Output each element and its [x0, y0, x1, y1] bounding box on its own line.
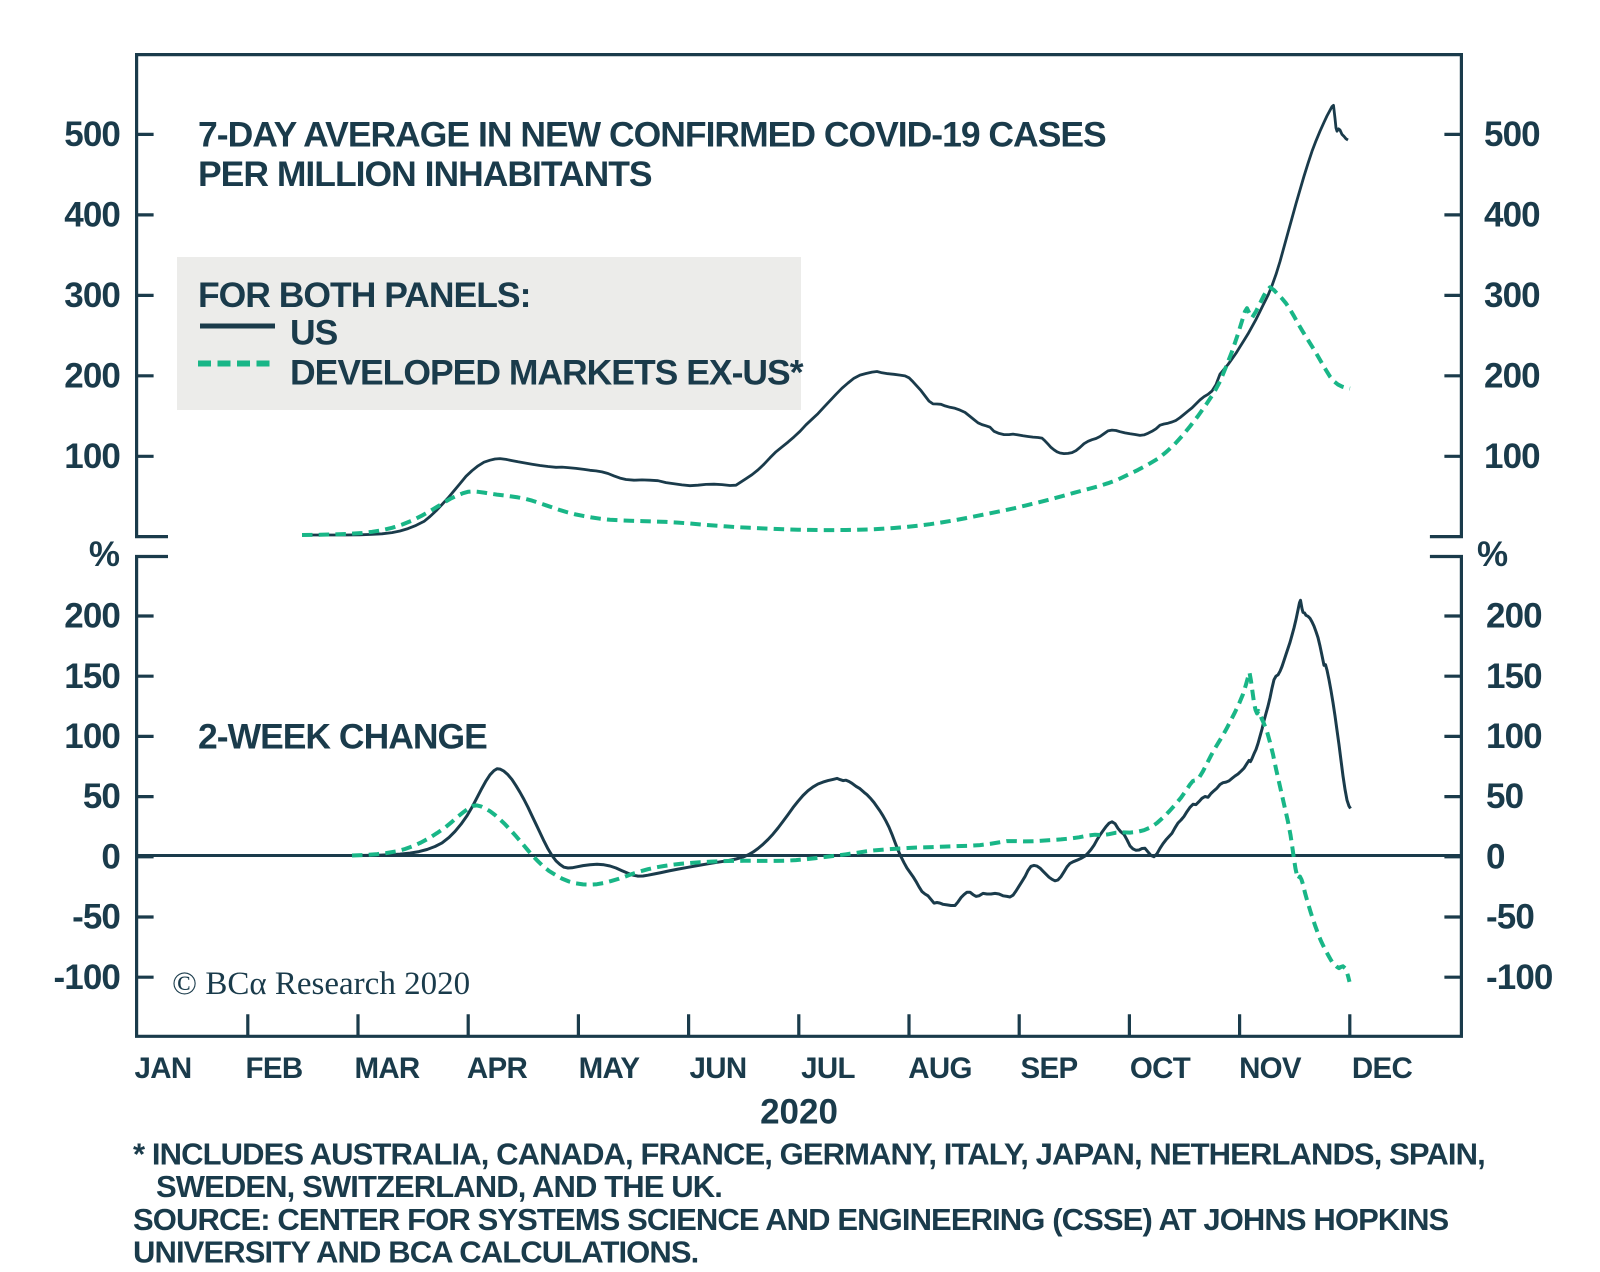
svg-text:DEC: DEC: [1352, 1052, 1413, 1085]
svg-text:100: 100: [1484, 437, 1540, 476]
svg-text:500: 500: [1484, 115, 1540, 154]
svg-text:%: %: [1477, 535, 1508, 574]
svg-text:2-WEEK CHANGE: 2-WEEK CHANGE: [198, 717, 487, 757]
svg-text:SWEDEN, SWITZERLAND, AND THE U: SWEDEN, SWITZERLAND, AND THE UK.: [156, 1169, 722, 1204]
svg-text:-50: -50: [72, 898, 120, 937]
svg-text:300: 300: [1484, 276, 1540, 315]
svg-text:150: 150: [1486, 657, 1542, 696]
svg-text:300: 300: [64, 276, 120, 315]
svg-text:NOV: NOV: [1239, 1052, 1302, 1085]
svg-text:MAY: MAY: [579, 1052, 641, 1085]
svg-text:100: 100: [64, 717, 120, 756]
svg-text:AUG: AUG: [908, 1052, 971, 1085]
svg-text:FEB: FEB: [246, 1052, 303, 1085]
svg-text:-100: -100: [54, 958, 121, 997]
svg-text:0: 0: [1486, 837, 1505, 876]
svg-text:APR: APR: [467, 1052, 528, 1085]
svg-text:100: 100: [64, 437, 120, 476]
svg-text:2020: 2020: [760, 1093, 838, 1132]
svg-text:OCT: OCT: [1130, 1052, 1191, 1085]
svg-text:400: 400: [1484, 196, 1540, 235]
svg-text:200: 200: [64, 356, 120, 395]
svg-text:200: 200: [1486, 597, 1542, 636]
svg-text:FOR BOTH PANELS:: FOR BOTH PANELS:: [198, 275, 530, 315]
svg-text:JUN: JUN: [690, 1052, 747, 1085]
svg-text:UNIVERSITY AND BCA CALCULATION: UNIVERSITY AND BCA CALCULATIONS.: [133, 1235, 698, 1270]
svg-text:50: 50: [83, 777, 121, 816]
svg-text:200: 200: [64, 597, 120, 636]
svg-text:JAN: JAN: [135, 1052, 192, 1085]
svg-text:-50: -50: [1486, 898, 1534, 937]
svg-text:150: 150: [64, 657, 120, 696]
svg-text:MAR: MAR: [354, 1052, 419, 1085]
svg-text:SEP: SEP: [1021, 1052, 1078, 1085]
svg-text:-100: -100: [1486, 958, 1553, 997]
svg-text:JUL: JUL: [801, 1052, 855, 1085]
svg-text:PER MILLION INHABITANTS: PER MILLION INHABITANTS: [198, 154, 652, 194]
svg-text:100: 100: [1486, 717, 1542, 756]
svg-text:50: 50: [1486, 777, 1524, 816]
svg-text:DEVELOPED MARKETS EX-US*: DEVELOPED MARKETS EX-US*: [290, 352, 804, 392]
svg-text:7-DAY AVERAGE IN NEW CONFIRMED: 7-DAY AVERAGE IN NEW CONFIRMED COVID-19 …: [198, 115, 1106, 155]
svg-text:* INCLUDES AUSTRALIA, CANADA,: * INCLUDES AUSTRALIA, CANADA, FRANCE, GE…: [133, 1137, 1485, 1172]
svg-text:0: 0: [101, 837, 120, 876]
svg-text:%: %: [89, 535, 120, 574]
svg-text:US: US: [290, 313, 338, 353]
svg-text:© BCα Research 2020: © BCα Research 2020: [172, 966, 470, 1002]
svg-text:400: 400: [64, 196, 120, 235]
svg-text:500: 500: [64, 115, 120, 154]
svg-text:200: 200: [1484, 356, 1540, 395]
svg-text:SOURCE: CENTER FOR SYSTEMS SCI: SOURCE: CENTER FOR SYSTEMS SCIENCE AND E…: [133, 1202, 1449, 1237]
